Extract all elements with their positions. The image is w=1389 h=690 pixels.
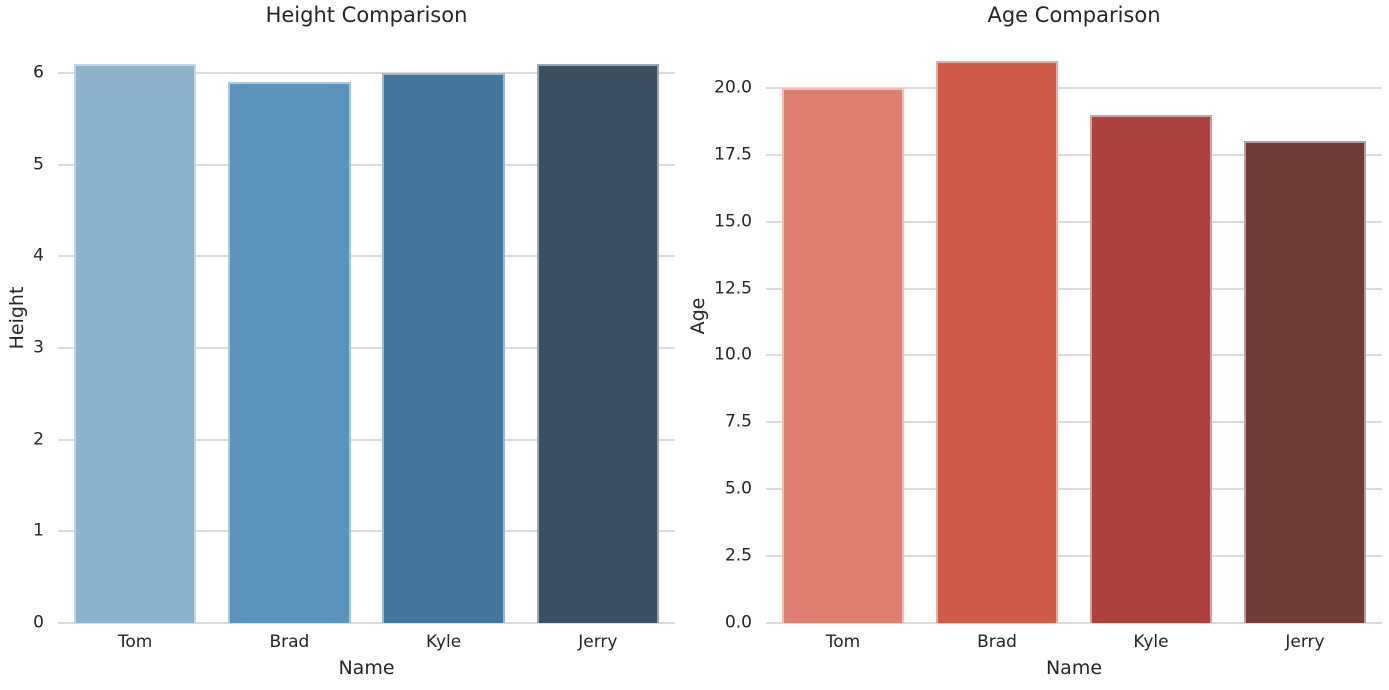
y-tick-label: 10.0	[714, 344, 752, 365]
y-axis-ticks: 0 1 2 3 4 5 6	[0, 36, 44, 631]
gridline	[58, 438, 675, 441]
bar-tom	[73, 63, 197, 623]
y-tick-label: 3	[33, 337, 44, 358]
y-tick-label: 15.0	[714, 211, 752, 232]
gridline	[58, 622, 675, 624]
y-tick-label: 20.0	[714, 77, 752, 98]
gridline	[58, 255, 675, 258]
y-tick-label: 2	[33, 429, 44, 450]
bar-tom	[781, 87, 905, 623]
age-comparison-chart: Age Comparison Age 0.0 2.5 5.0 7.5 10.0 12.5 1…	[687, 0, 1389, 690]
x-tick-label: Kyle	[1133, 632, 1169, 652]
x-tick-label: Jerry	[578, 632, 618, 652]
gridline	[766, 287, 1382, 290]
plot-area	[58, 36, 675, 624]
x-tick-label: Brad	[269, 632, 310, 652]
gridline	[766, 354, 1382, 357]
x-tick-label: Jerry	[1285, 632, 1325, 652]
y-tick-label: 12.5	[714, 278, 752, 299]
x-axis-label: Name	[338, 657, 395, 679]
gridline	[766, 622, 1382, 624]
y-tick-label: 5.0	[724, 478, 752, 499]
chart-title: Age Comparison	[987, 3, 1161, 27]
gridline	[58, 72, 675, 75]
x-tick-label: Kyle	[426, 632, 462, 652]
y-tick-label: 7.5	[724, 411, 752, 432]
gridline	[766, 220, 1382, 223]
bar-kyle	[382, 73, 505, 623]
bar-brad	[935, 61, 1059, 623]
y-axis-ticks: 0.0 2.5 5.0 7.5 10.0 12.5 15.0 17.5 20.0	[690, 33, 752, 631]
bar-brad	[228, 82, 351, 623]
gridline	[766, 555, 1382, 558]
y-tick-label: 0	[33, 612, 44, 633]
y-tick-label: 4	[33, 245, 44, 266]
y-tick-label: 0.0	[724, 612, 752, 633]
chart-title: Height Comparison	[265, 3, 468, 27]
gridline	[58, 163, 675, 166]
gridline	[766, 153, 1382, 156]
y-tick-label: 2.5	[724, 545, 752, 566]
x-tick-label: Brad	[977, 632, 1017, 652]
gridline	[766, 86, 1382, 89]
x-axis-ticks: Tom Brad Kyle Jerry	[766, 632, 1382, 654]
x-axis-ticks: Tom Brad Kyle Jerry	[58, 632, 675, 654]
bar-kyle	[1089, 114, 1213, 623]
gridline	[58, 530, 675, 533]
gridline	[766, 488, 1382, 491]
gridline	[58, 347, 675, 350]
bar-jerry	[536, 63, 660, 623]
y-tick-label: 6	[33, 62, 44, 83]
gridline	[766, 421, 1382, 424]
plot-area	[766, 33, 1382, 624]
x-tick-label: Tom	[117, 632, 153, 652]
y-tick-label: 1	[33, 520, 44, 541]
x-tick-label: Tom	[825, 632, 861, 652]
y-tick-label: 5	[33, 154, 44, 175]
y-tick-label: 17.5	[714, 144, 752, 165]
x-axis-label: Name	[1045, 657, 1103, 679]
bar-jerry	[1243, 141, 1367, 623]
